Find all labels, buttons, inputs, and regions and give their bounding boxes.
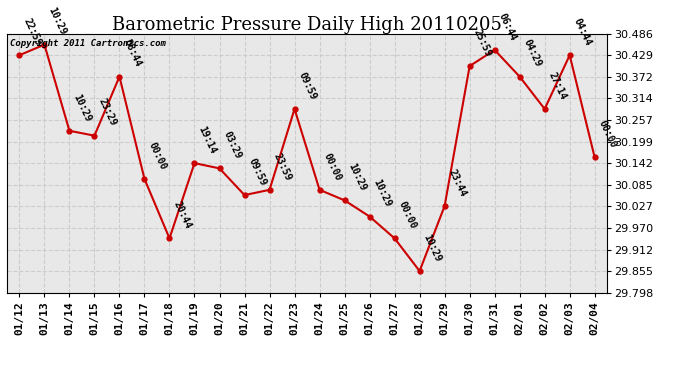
- Text: 23:59: 23:59: [272, 151, 293, 182]
- Title: Barometric Pressure Daily High 20110205: Barometric Pressure Daily High 20110205: [112, 16, 502, 34]
- Text: 10:29: 10:29: [46, 6, 68, 37]
- Text: 08:44: 08:44: [121, 38, 143, 69]
- Text: 23:29: 23:29: [97, 97, 118, 128]
- Text: 00:00: 00:00: [322, 151, 343, 182]
- Text: 10:29: 10:29: [372, 178, 393, 209]
- Text: 00:00: 00:00: [146, 140, 168, 171]
- Text: 19:14: 19:14: [197, 124, 218, 155]
- Text: 25:59: 25:59: [472, 27, 493, 58]
- Text: 20:44: 20:44: [172, 200, 193, 231]
- Text: 09:59: 09:59: [246, 156, 268, 188]
- Text: 27:14: 27:14: [546, 70, 568, 101]
- Text: 10:29: 10:29: [422, 232, 443, 263]
- Text: Copyright 2011 Cartronics.com: Copyright 2011 Cartronics.com: [10, 39, 166, 48]
- Text: 03:29: 03:29: [221, 130, 243, 160]
- Text: 23:44: 23:44: [446, 167, 468, 198]
- Text: 10:29: 10:29: [346, 162, 368, 193]
- Text: 10:29: 10:29: [72, 92, 93, 123]
- Text: 04:44: 04:44: [572, 16, 593, 47]
- Text: 00:00: 00:00: [397, 200, 418, 231]
- Text: 22:59: 22:59: [21, 16, 43, 47]
- Text: 06:44: 06:44: [497, 11, 518, 42]
- Text: 09:59: 09:59: [297, 70, 318, 101]
- Text: 00:00: 00:00: [597, 119, 618, 150]
- Text: 04:29: 04:29: [522, 38, 543, 69]
